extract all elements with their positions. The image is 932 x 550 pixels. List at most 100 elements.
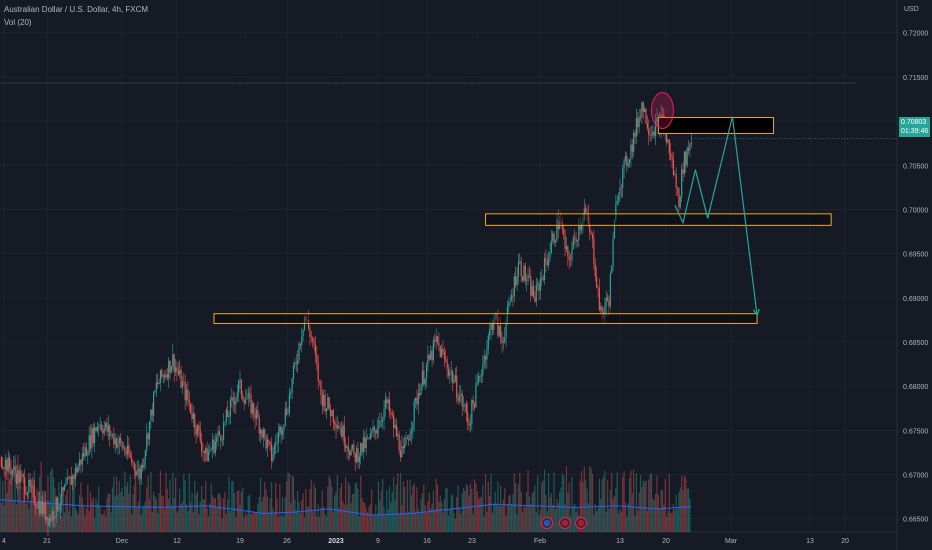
volume-bar	[586, 489, 588, 532]
volume-bar	[172, 472, 174, 532]
candle-body	[472, 400, 474, 404]
candle-body	[247, 393, 249, 399]
candle-body	[489, 329, 491, 336]
time-axis-label: Mar	[725, 538, 738, 545]
projection-path[interactable]	[674, 116, 758, 316]
volume-bar	[246, 515, 248, 532]
candle-body	[432, 340, 435, 361]
volume-bar	[107, 493, 109, 532]
candle-body	[91, 427, 93, 449]
volume-bar	[638, 492, 640, 532]
volume-bar	[122, 496, 125, 532]
volume-bar	[120, 492, 122, 532]
price-axis[interactable]	[897, 0, 932, 550]
candle-body	[648, 128, 650, 136]
candle-body	[106, 422, 108, 432]
candle-body	[222, 422, 225, 440]
candle-body	[340, 428, 343, 437]
candle-body	[26, 492, 29, 495]
volume-bar	[665, 516, 668, 532]
candle-body	[331, 410, 333, 417]
volume-bar	[321, 490, 323, 532]
candle-body	[409, 433, 411, 441]
volume-bar	[397, 473, 399, 532]
candle-body	[139, 468, 141, 479]
candle-body	[280, 426, 282, 435]
volume-bar	[622, 476, 624, 532]
volume-bar	[76, 510, 78, 532]
volume-bar	[441, 501, 443, 532]
volume-bar	[115, 476, 118, 532]
volume-bar	[526, 491, 528, 532]
volume-bar	[299, 513, 301, 532]
candle-body	[169, 360, 171, 373]
candle-body	[48, 518, 50, 526]
zone-rectangle-1[interactable]	[657, 117, 775, 134]
candle-body	[393, 415, 395, 429]
candle-body	[124, 447, 126, 453]
volume-bar	[25, 503, 27, 532]
candle-body	[560, 222, 562, 223]
top-marker-ellipse[interactable]	[650, 91, 674, 129]
volume-bar	[495, 504, 498, 532]
candle-body	[685, 151, 687, 166]
candle-body	[129, 455, 131, 458]
volume-bar	[405, 512, 407, 532]
candle-body	[613, 220, 616, 239]
candle-body	[321, 394, 323, 406]
candle-body	[243, 399, 245, 404]
volume-bar	[52, 477, 55, 532]
volume-bar	[253, 511, 255, 532]
volume-bar	[528, 496, 531, 532]
candle-body	[254, 414, 256, 419]
volume-bar	[345, 476, 347, 532]
volume-bar	[153, 492, 155, 532]
current-price-value: 0.70803	[901, 119, 927, 126]
candle-body	[62, 487, 64, 491]
zone-rectangle-2[interactable]	[485, 213, 832, 226]
volume-bar	[335, 492, 337, 532]
volume-indicator-label[interactable]: Vol (20)	[4, 18, 32, 27]
candle-body	[543, 258, 546, 281]
candle-body	[270, 444, 273, 462]
candle-body	[343, 425, 345, 445]
candle-body	[436, 336, 439, 343]
volume-bar	[113, 476, 115, 532]
volume-bar	[221, 518, 223, 532]
candle-body	[362, 437, 365, 453]
candle-body	[50, 518, 52, 522]
candle-body	[382, 419, 384, 422]
current-price-tag: 0.70803 01:39:46	[899, 117, 930, 137]
candle-body	[376, 428, 378, 434]
candle-body	[682, 169, 684, 174]
candle-body	[291, 378, 293, 393]
volume-bar	[358, 516, 360, 532]
candle-body	[128, 445, 130, 456]
candle-body	[179, 369, 181, 375]
volume-bar	[179, 488, 181, 532]
candle-body	[612, 238, 614, 267]
candle-body	[11, 470, 13, 475]
volume-bar	[87, 484, 89, 532]
volume-bar	[191, 492, 193, 532]
volume-bar	[368, 506, 370, 532]
volume-bar	[18, 486, 20, 532]
volume-bar	[505, 515, 507, 532]
candle-body	[553, 233, 555, 243]
volume-bar	[66, 489, 68, 532]
volume-bar	[266, 496, 269, 532]
candle-body	[209, 450, 211, 452]
volume-bar	[594, 503, 596, 532]
candle-body	[524, 265, 526, 282]
time-axis-label: 19	[236, 538, 244, 545]
candle-body	[295, 362, 297, 364]
zone-rectangle-3[interactable]	[213, 313, 758, 324]
volume-bar	[373, 514, 376, 532]
candle-body	[43, 502, 45, 514]
candle-body	[298, 343, 300, 361]
volume-bar	[162, 496, 164, 532]
candle-body	[667, 139, 669, 143]
price-axis-label: 0.70500	[903, 163, 928, 170]
